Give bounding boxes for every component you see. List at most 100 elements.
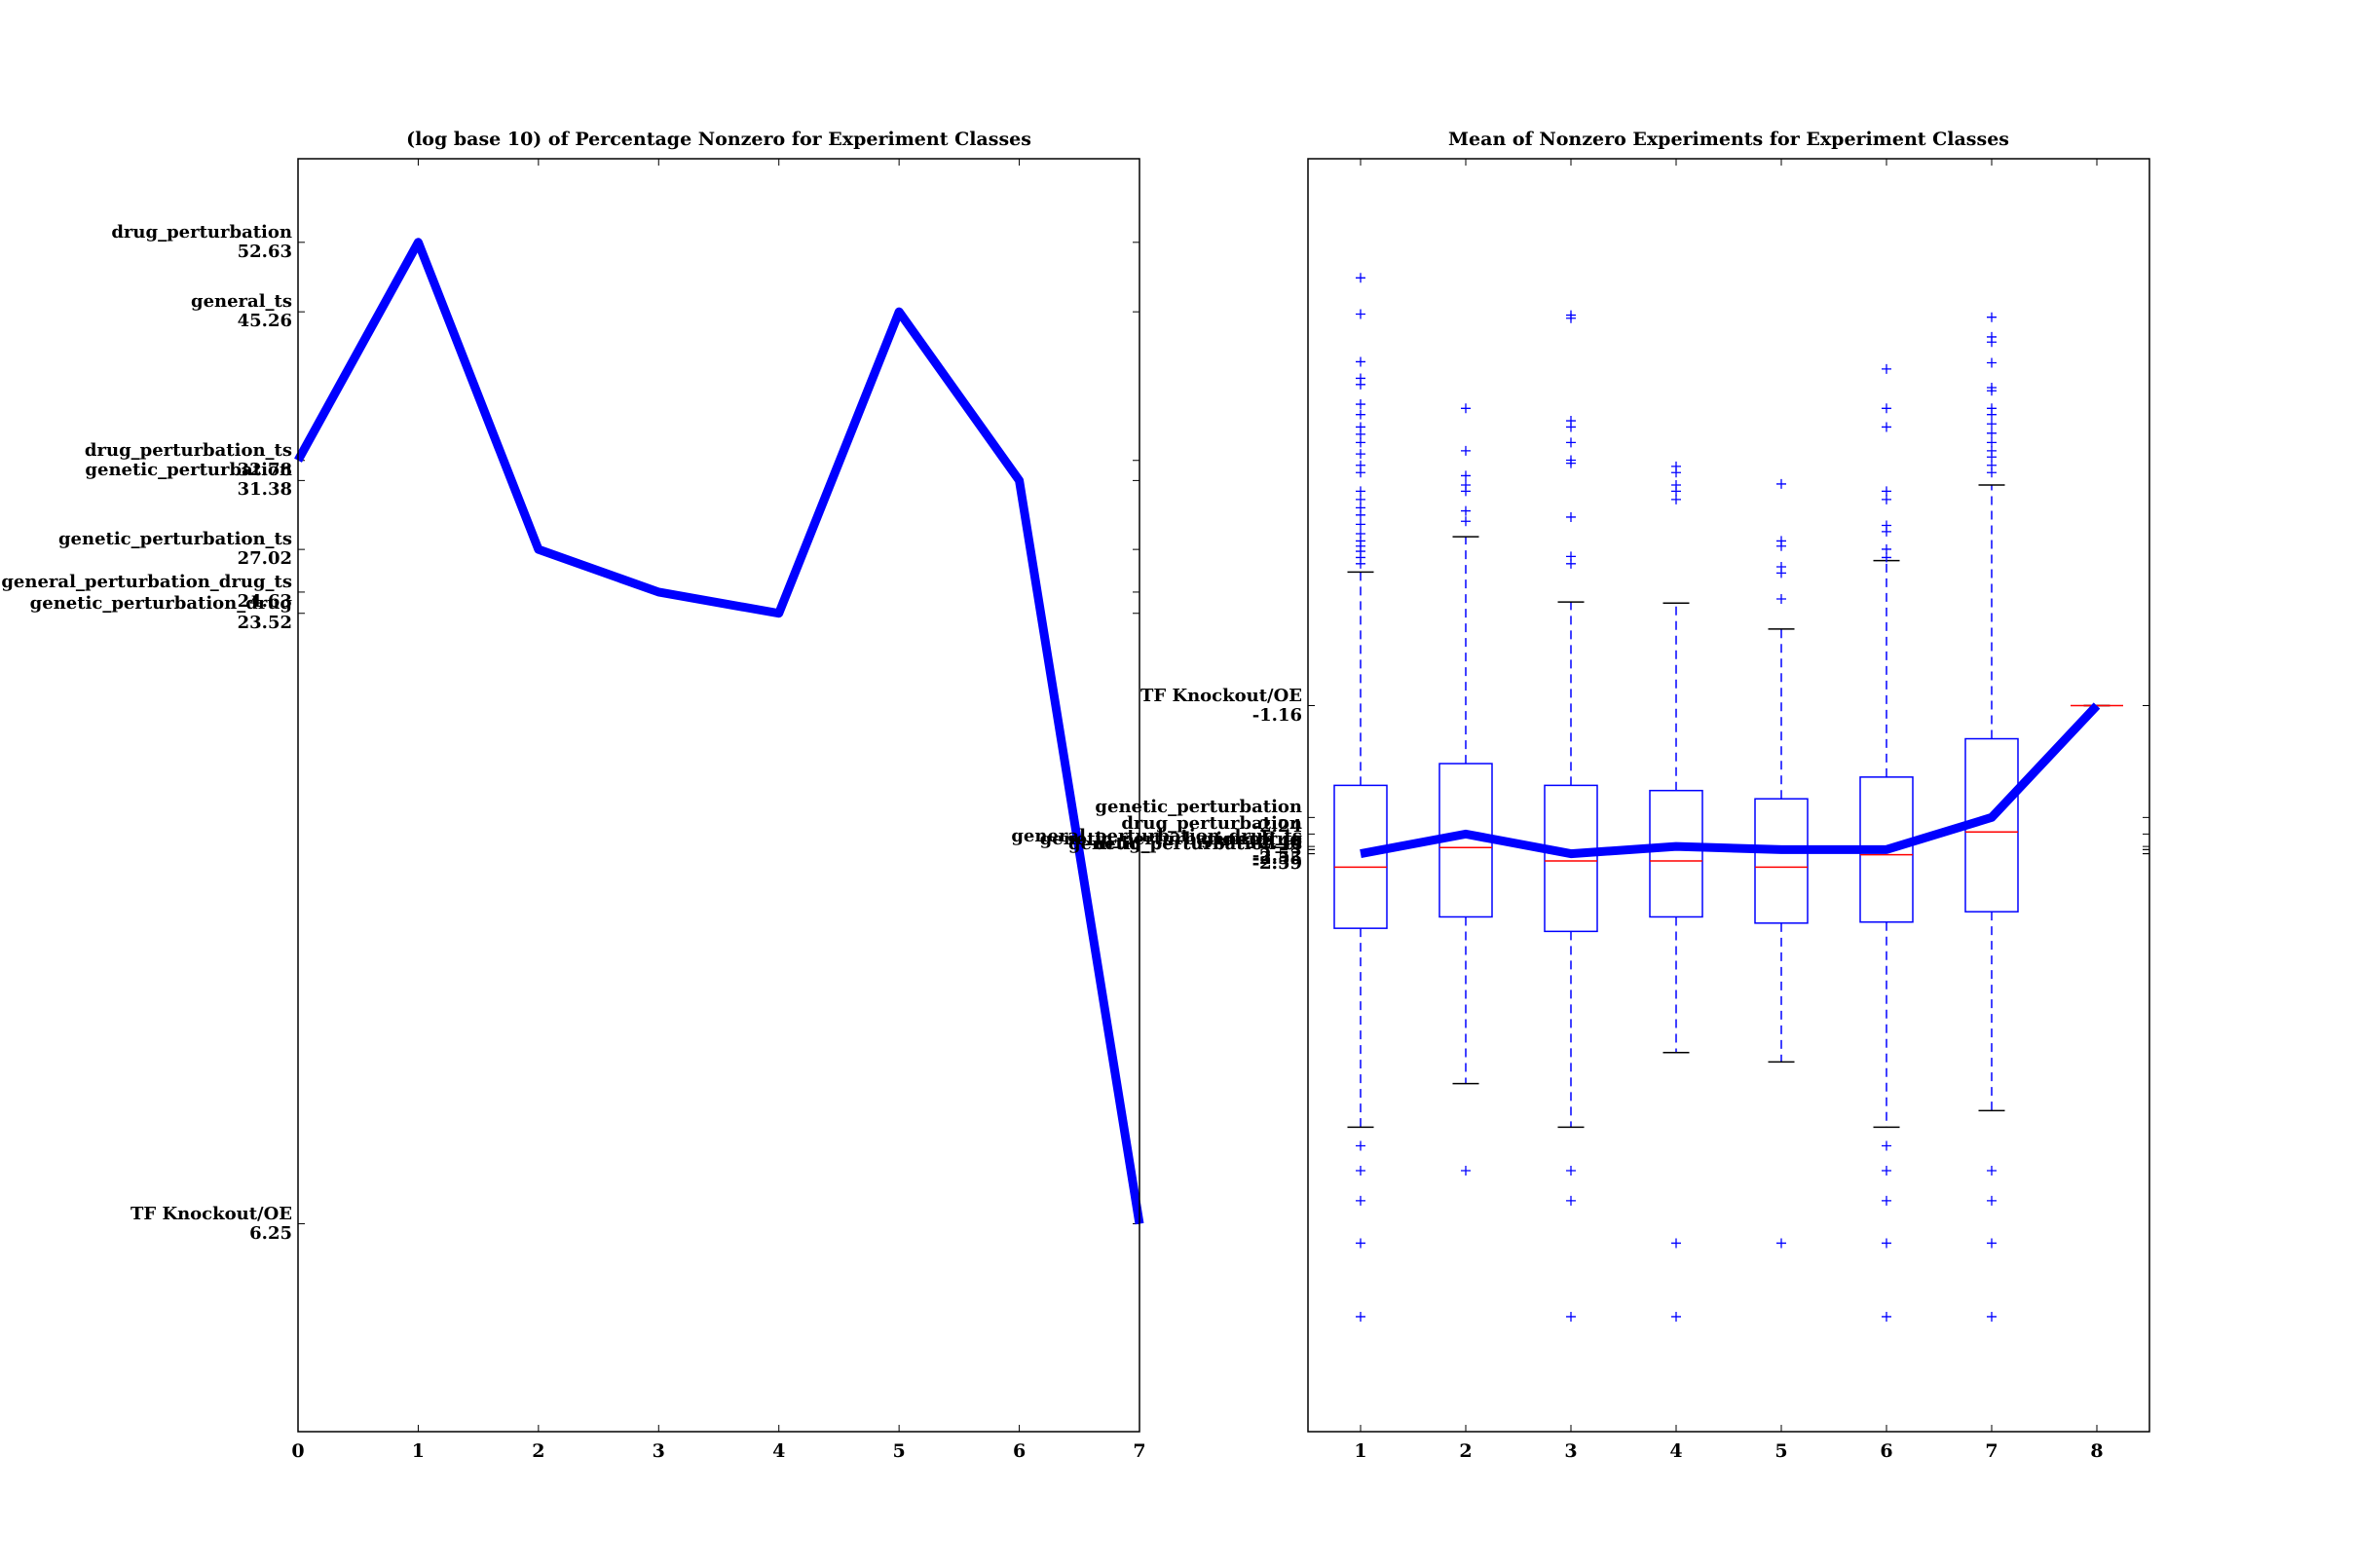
flier [1566, 422, 1576, 432]
flier [1987, 428, 1997, 438]
flier [1882, 1238, 1891, 1249]
y-tick-label: drug_perturbation_ts -2.59 [1094, 833, 1302, 874]
flier [1776, 593, 1786, 604]
box [1333, 784, 1388, 929]
flier [1356, 467, 1365, 478]
flier [1461, 470, 1471, 481]
flier [1882, 1311, 1891, 1322]
flier [1356, 309, 1365, 319]
flier [1566, 437, 1576, 448]
flier [1671, 1238, 1681, 1249]
flier [1356, 1195, 1365, 1206]
flier [1987, 467, 1997, 478]
flier [1671, 486, 1681, 497]
flier [1356, 1238, 1365, 1249]
flier [1987, 437, 1997, 448]
flier [1671, 1311, 1681, 1322]
flier [1987, 409, 1997, 420]
box [1649, 789, 1703, 918]
flier [1461, 445, 1471, 456]
flier [1356, 519, 1365, 530]
x-tick-label: 1 [1354, 1440, 1366, 1462]
flier [1987, 337, 1997, 348]
flier [1987, 1311, 1997, 1322]
flier [1356, 429, 1365, 439]
flier [1776, 568, 1786, 579]
flier [1776, 541, 1786, 551]
flier [1566, 313, 1576, 323]
flier [1356, 356, 1365, 367]
flier [1356, 558, 1365, 569]
x-tick-label: 5 [893, 1440, 906, 1462]
flier [1566, 1195, 1576, 1206]
flier [1987, 1166, 1997, 1176]
x-tick-label: 0 [291, 1440, 304, 1462]
y-tick-label: TF Knockout/OE -1.16 [1140, 685, 1302, 726]
flier [1356, 509, 1365, 520]
flier [1987, 386, 1997, 396]
x-tick-label: 3 [1564, 1440, 1577, 1462]
y-tick-label: genetic_perturbation_ts 27.02 [57, 529, 292, 570]
axes-frame [1307, 158, 2150, 1433]
flier [1882, 1166, 1891, 1176]
flier [1356, 437, 1365, 448]
y-tick-label: general_perturbation_drug_ts 24.63 [1, 571, 292, 612]
flier [1356, 1311, 1365, 1322]
flier [1882, 403, 1891, 414]
y-tick-label: genetic_perturbation -2.24 [1095, 797, 1302, 838]
data-line [294, 238, 1144, 1225]
flier [1566, 458, 1576, 468]
x-tick-label: 3 [653, 1440, 665, 1462]
chart-title: (log base 10) of Percentage Nonzero for … [406, 129, 1031, 150]
flier [1566, 511, 1576, 522]
x-tick-label: 1 [412, 1440, 425, 1462]
flier [1882, 552, 1891, 563]
flier [1671, 467, 1681, 478]
chart-title: Mean of Nonzero Experiments for Experime… [1448, 129, 2009, 150]
flier [1356, 409, 1365, 420]
flier [1882, 486, 1891, 497]
y-tick-label: genetic_perturbation_drug 23.52 [29, 592, 292, 633]
x-tick-label: 2 [532, 1440, 544, 1462]
y-tick-label: TF Knockout/OE 6.25 [131, 1203, 292, 1244]
flier [1461, 516, 1471, 527]
flier [1882, 1140, 1891, 1151]
y-tick-label: drug_perturbation -2.40 [1121, 813, 1302, 854]
flier [1987, 452, 1997, 463]
flier [1987, 1195, 1997, 1206]
flier [1356, 449, 1365, 460]
box [1754, 798, 1809, 924]
flier [1566, 1311, 1576, 1322]
x-tick-label: 8 [2090, 1440, 2103, 1462]
y-tick-label: drug_perturbation 52.63 [111, 221, 292, 262]
flier [1566, 1166, 1576, 1176]
y-tick-label: genetic_perturbation 31.38 [85, 460, 292, 501]
flier [1356, 486, 1365, 497]
x-tick-label: 4 [1669, 1440, 1682, 1462]
flier [1566, 558, 1576, 569]
y-tick-label: genetic_perturbation_ts -2.59 [1067, 833, 1302, 874]
x-tick-label: 7 [1985, 1440, 1998, 1462]
flier [1461, 486, 1471, 497]
flier [1776, 1238, 1786, 1249]
flier [1882, 1195, 1891, 1206]
box [1544, 784, 1598, 933]
x-tick-label: 2 [1459, 1440, 1472, 1462]
flier [1356, 1166, 1365, 1176]
y-tick-label: genetic_perturbation_drug -2.55 [1039, 829, 1302, 870]
flier [1882, 526, 1891, 537]
y-tick-label: general_ts -2.55 [1200, 829, 1302, 870]
x-tick-label: 5 [1774, 1440, 1787, 1462]
flier [1882, 543, 1891, 554]
flier [1882, 422, 1891, 432]
y-tick-label: drug_perturbation_ts 32.78 [84, 439, 292, 480]
flier [1356, 379, 1365, 390]
flier [1671, 494, 1681, 504]
x-tick-label: 4 [772, 1440, 785, 1462]
flier [1987, 312, 1997, 322]
flier [1356, 1140, 1365, 1151]
y-tick-label: general_ts 45.26 [190, 291, 292, 332]
flier [1882, 494, 1891, 504]
